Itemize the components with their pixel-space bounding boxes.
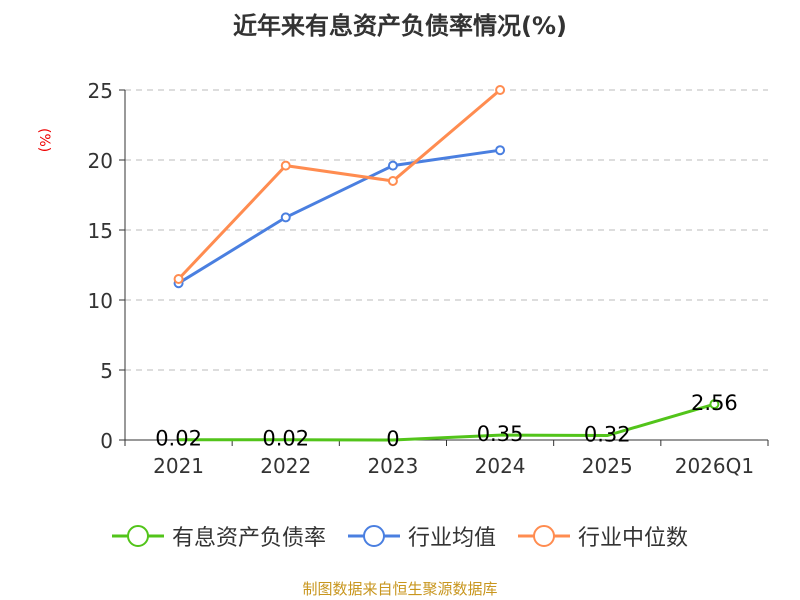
data-label: 0.02 (155, 427, 202, 451)
legend-item[interactable]: 有息资产负债率 (111, 520, 326, 552)
legend-label: 有息资产负债率 (171, 526, 326, 551)
x-tick-label: 2021 (153, 454, 204, 478)
legend-label: 行业均值 (407, 526, 496, 551)
data-point (387, 176, 398, 186)
data-label: 0.35 (477, 422, 524, 446)
source-note: 制图数据来自恒生聚源数据库 (302, 580, 498, 598)
series-line-2 (177, 88, 502, 281)
data-point (495, 85, 506, 95)
y-tick-label: 10 (88, 289, 113, 313)
data-point (387, 160, 398, 171)
y-tick-label: 20 (88, 149, 113, 173)
data-point (709, 399, 720, 410)
y-tick-label: 15 (88, 219, 113, 243)
chart-title: 近年来有息资产负债率情况(%) (233, 12, 567, 40)
legend-item[interactable]: 行业均值 (347, 520, 496, 552)
data-label: 2.56 (691, 391, 738, 415)
series-line-0 (178, 402, 715, 442)
legend-marker-icon (111, 525, 164, 547)
data-label: 0.02 (262, 427, 309, 451)
data-point (173, 274, 184, 284)
legend-label: 行业中位数 (578, 526, 689, 551)
data-point (495, 145, 506, 156)
x-tick-label: 2023 (367, 454, 418, 478)
x-tick-label: 2022 (260, 454, 311, 478)
y-tick-label: 0 (100, 429, 113, 453)
data-label: 0.32 (584, 423, 631, 447)
legend-marker-icon (347, 525, 400, 547)
legend-item[interactable]: 行业中位数 (518, 520, 688, 552)
x-tick-label: 2024 (475, 454, 526, 478)
x-tick-label: 2026Q1 (675, 454, 754, 478)
x-tick-label: 2025 (582, 454, 633, 478)
y-tick-label: 25 (88, 79, 113, 103)
data-label: 0 (386, 427, 399, 451)
legend-marker-icon (518, 525, 570, 547)
data-point (280, 212, 291, 223)
data-point (280, 160, 291, 171)
series-line-1 (177, 148, 501, 285)
legend: 有息资产负债率 行业均值 行业中位数 (0, 520, 800, 552)
y-tick-label: 5 (100, 359, 113, 383)
